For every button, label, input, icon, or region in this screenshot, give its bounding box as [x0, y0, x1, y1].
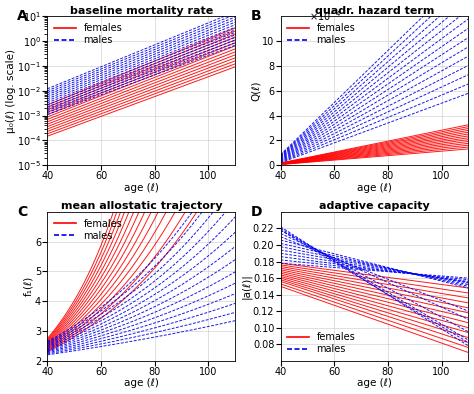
X-axis label: age (ℓ): age (ℓ)	[357, 183, 392, 193]
Y-axis label: f₁(ℓ): f₁(ℓ)	[24, 276, 34, 297]
Title: baseline mortality rate: baseline mortality rate	[70, 6, 213, 15]
X-axis label: age (ℓ): age (ℓ)	[124, 379, 159, 388]
Text: D: D	[251, 204, 262, 219]
Title: mean allostatic trajectory: mean allostatic trajectory	[61, 201, 222, 211]
Legend: females, males: females, males	[52, 217, 124, 243]
Text: C: C	[18, 204, 27, 219]
X-axis label: age (ℓ): age (ℓ)	[357, 379, 392, 388]
Y-axis label: μ₀(ℓ) (log. scale): μ₀(ℓ) (log. scale)	[6, 49, 16, 133]
Legend: females, males: females, males	[52, 21, 124, 47]
Legend: females, males: females, males	[285, 21, 357, 47]
Legend: females, males: females, males	[285, 330, 357, 356]
Text: A: A	[18, 9, 28, 23]
Y-axis label: |a(ℓ)|: |a(ℓ)|	[241, 273, 251, 299]
Title: quadr. hazard term: quadr. hazard term	[315, 6, 434, 15]
Text: B: B	[251, 9, 261, 23]
Y-axis label: Q(ℓ): Q(ℓ)	[251, 80, 261, 101]
X-axis label: age (ℓ): age (ℓ)	[124, 183, 159, 193]
Title: adaptive capacity: adaptive capacity	[319, 201, 430, 211]
Text: $\times 10^{-4}$: $\times 10^{-4}$	[309, 9, 341, 23]
